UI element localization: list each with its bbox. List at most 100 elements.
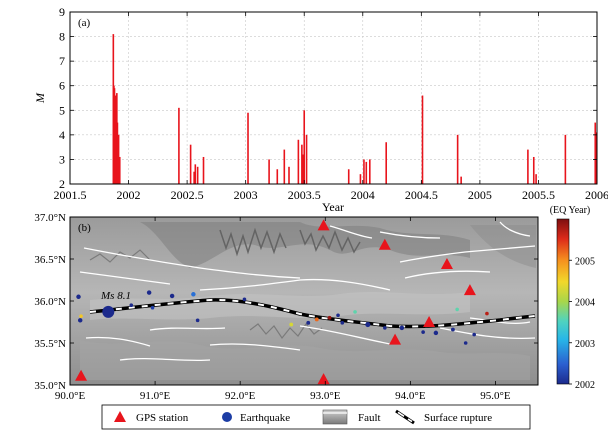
magnitude-bar — [301, 144, 303, 184]
magnitude-bar — [118, 156, 121, 184]
y-axis-label-a: M — [33, 92, 47, 104]
magnitude-bar — [527, 149, 529, 184]
gps-station-marker — [378, 238, 391, 250]
legend-label-earthquake: Earthquake — [240, 412, 290, 424]
magnitude-bar — [359, 174, 362, 184]
magnitude-bar — [460, 176, 462, 184]
colorbar-tick-label: 2004 — [575, 298, 595, 309]
lon-tick-label: 90.0°E — [55, 390, 86, 402]
earthquake-marker — [129, 303, 134, 308]
x-tick-label: 2006 — [585, 188, 608, 202]
y-tick-label: 8 — [59, 30, 65, 44]
x-tick-label: 2004.5 — [405, 188, 438, 202]
legend-label-gps: GPS station — [136, 412, 189, 424]
map-legend: GPS station Earthquake Fault Surface rup… — [101, 404, 531, 430]
magnitude-bar — [303, 110, 306, 184]
magnitude-bar — [297, 139, 300, 184]
magnitude-bar — [283, 149, 286, 184]
legend-box — [101, 404, 531, 430]
earthquake-marker — [421, 330, 425, 334]
earthquake-marker — [289, 322, 294, 327]
lat-tick-label: 36.0°N — [34, 296, 66, 308]
x-tick-label: 2002.5 — [171, 188, 204, 202]
colorbar-title: (EQ Year) — [550, 205, 591, 216]
x-tick-label: 2004 — [351, 188, 375, 202]
earthquake-marker — [191, 292, 196, 297]
y-tick-label: 3 — [59, 152, 65, 166]
earthquake-marker — [195, 318, 200, 323]
earthquake-marker — [450, 327, 455, 332]
colorbar-tick-label: 2002 — [575, 380, 595, 391]
magnitude-bar — [564, 134, 567, 184]
magnitude-bar — [196, 166, 199, 184]
earthquake-marker — [242, 297, 247, 302]
magnitude-bar — [247, 112, 249, 184]
magnitude-bar — [532, 156, 535, 184]
x-axis-label-a: Year — [322, 200, 344, 214]
surface-rupture-legend-icon — [395, 409, 415, 425]
gps-station-marker — [389, 333, 402, 345]
magnitude-bar — [189, 144, 192, 184]
magnitude-bar — [268, 159, 270, 184]
ticks-b: 90.0°E 91.0°E 92.0°E 93.0°E 94.0°E 95.0°E 35.0… — [34, 212, 538, 402]
magnitude-bar — [535, 174, 537, 184]
lat-tick-label: 35.5°N — [34, 338, 66, 350]
panel-label-b: (b) — [78, 222, 91, 234]
earthquake-marker — [463, 341, 468, 345]
earthquake-marker — [146, 290, 152, 295]
magnitude-bar — [421, 95, 424, 184]
mainshock-annotation: Ms 8.1 — [100, 290, 131, 302]
grid-a — [70, 12, 597, 184]
magnitude-bar — [194, 164, 197, 184]
colorbar-tick-label: 2003 — [575, 339, 595, 350]
earthquake-marker — [340, 321, 345, 325]
magnitude-bar — [456, 134, 459, 184]
colorbar-ticks: 2002 2003 2004 2005 — [569, 256, 595, 391]
x-tick-label: 2003 — [234, 188, 258, 202]
gps-station-marker — [463, 284, 476, 296]
y-tick-label: 4 — [59, 128, 65, 142]
earthquake-marker — [336, 313, 340, 318]
x-tick-label: 2001.5 — [54, 188, 87, 202]
gps-station-marker — [317, 219, 330, 231]
gps-station-marker — [423, 316, 436, 327]
y-tick-label: 2 — [59, 177, 65, 191]
magnitude-bar — [288, 166, 290, 184]
magnitude-bar — [594, 122, 597, 184]
plot-area-a — [70, 12, 597, 184]
lon-tick-label: 91.0°E — [140, 390, 171, 402]
surface-rupture — [89, 298, 536, 329]
lat-tick-label: 37.0°N — [34, 212, 66, 224]
x-tick-label: 2005 — [468, 188, 492, 202]
axes-frame-a — [69, 11, 598, 185]
ticks-a: 2 3 4 5 6 7 8 9 2001.5 2002 2002.5 2003 2003.5 2004 20… — [54, 5, 608, 202]
magnitude-time-chart: 2 3 4 5 6 7 8 9 2001.5 2002 2002.5 2003 2003.5 2004 20… — [33, 5, 608, 214]
earthquake-marker — [169, 293, 175, 299]
legend-label-fault: Fault — [358, 412, 381, 424]
magnitude-bar — [202, 156, 205, 184]
lon-tick-label: 95.0°E — [480, 390, 511, 402]
panel-label-a: (a) — [78, 17, 91, 29]
magnitude-bar — [116, 122, 119, 184]
earthquake-markers — [76, 290, 489, 345]
magnitude-bar — [347, 169, 350, 184]
colorbar — [556, 218, 570, 385]
earthquake-marker — [327, 315, 332, 320]
gps-station-marker — [317, 373, 330, 385]
x-tick-label: 2002 — [117, 188, 141, 202]
earthquake-marker — [353, 310, 357, 314]
magnitude-bar — [117, 134, 120, 184]
earthquake-marker — [314, 317, 319, 322]
magnitude-bar — [302, 154, 304, 184]
fault-lines — [79, 221, 536, 362]
magnitude-bar — [178, 107, 180, 184]
earthquake-marker — [455, 307, 459, 312]
magnitude-bar — [385, 142, 387, 184]
earthquake-marker — [383, 326, 387, 330]
lat-tick-label: 35.0°N — [34, 380, 66, 392]
earthquake-marker — [76, 294, 81, 300]
earthquake-marker — [433, 330, 439, 336]
y-tick-label: 9 — [59, 5, 65, 19]
fault-legend-icon — [322, 409, 348, 425]
magnitude-bar — [276, 169, 279, 184]
